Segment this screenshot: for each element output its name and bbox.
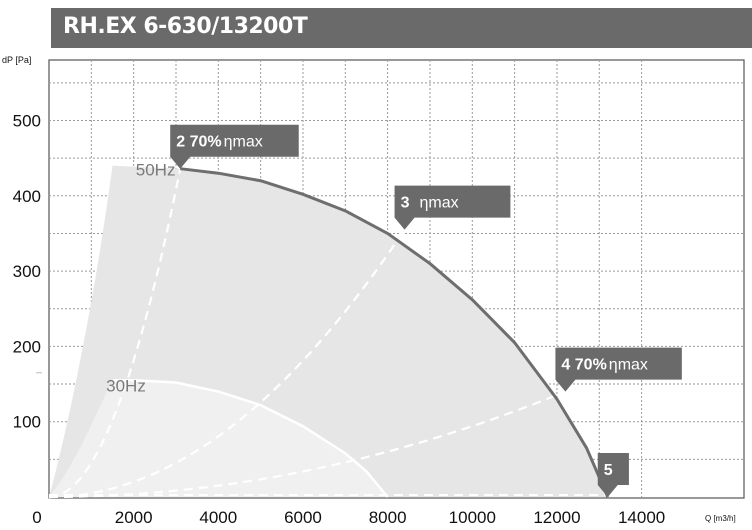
x-tick-label: 12000 [533, 508, 580, 527]
speed-label-50hz: 50Hz [136, 160, 176, 179]
title-bar: RH.EX 6-630/13200T [51, 8, 752, 48]
x-tick-label: 14000 [618, 508, 665, 527]
marker-label-4: 4 70% ηmax [561, 357, 648, 374]
x-tick-label: 10000 [449, 508, 496, 527]
curve-50hz [180, 167, 610, 498]
system-curve-3 [48, 390, 566, 499]
chart-title: RH.EX 6-630/13200T [63, 14, 308, 39]
system-curve-2 [48, 229, 406, 499]
x-tick-label: 8000 [369, 508, 407, 527]
operating-area-30hz [49, 380, 388, 497]
y-tick-label: 300 [13, 262, 41, 281]
y-tick-label: 200 [13, 337, 41, 356]
marker-flag-5 [597, 453, 629, 497]
y-tick-label: 100 [13, 413, 41, 432]
marker-flag-2 [170, 124, 299, 169]
x-tick-label: 4000 [199, 508, 237, 527]
x-tick-label: 2000 [115, 508, 153, 527]
curve-30hz [112, 379, 389, 498]
marker-label-3: 3 ηmax [401, 195, 459, 212]
marker-label-2: 2 70% ηmax [176, 134, 263, 151]
x-axis-label: Q [m3/h] [705, 514, 736, 523]
x-tick-label: 0 [32, 508, 41, 527]
y-axis-label: dP [Pa] [2, 55, 31, 65]
x-tick-label: 6000 [284, 508, 322, 527]
speed-label-30hz: 30Hz [106, 377, 146, 396]
marker-flag-4 [555, 347, 682, 392]
y-tick-label: 500 [13, 112, 41, 131]
marker-flag-3 [394, 185, 511, 230]
system-curve-1 [48, 168, 182, 499]
marker-label-5: 5 [604, 462, 613, 479]
y-tick-label: 400 [13, 187, 41, 206]
